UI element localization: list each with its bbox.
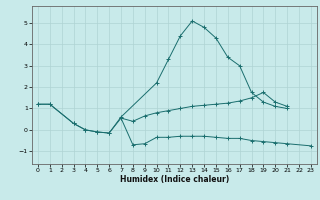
X-axis label: Humidex (Indice chaleur): Humidex (Indice chaleur) bbox=[120, 175, 229, 184]
